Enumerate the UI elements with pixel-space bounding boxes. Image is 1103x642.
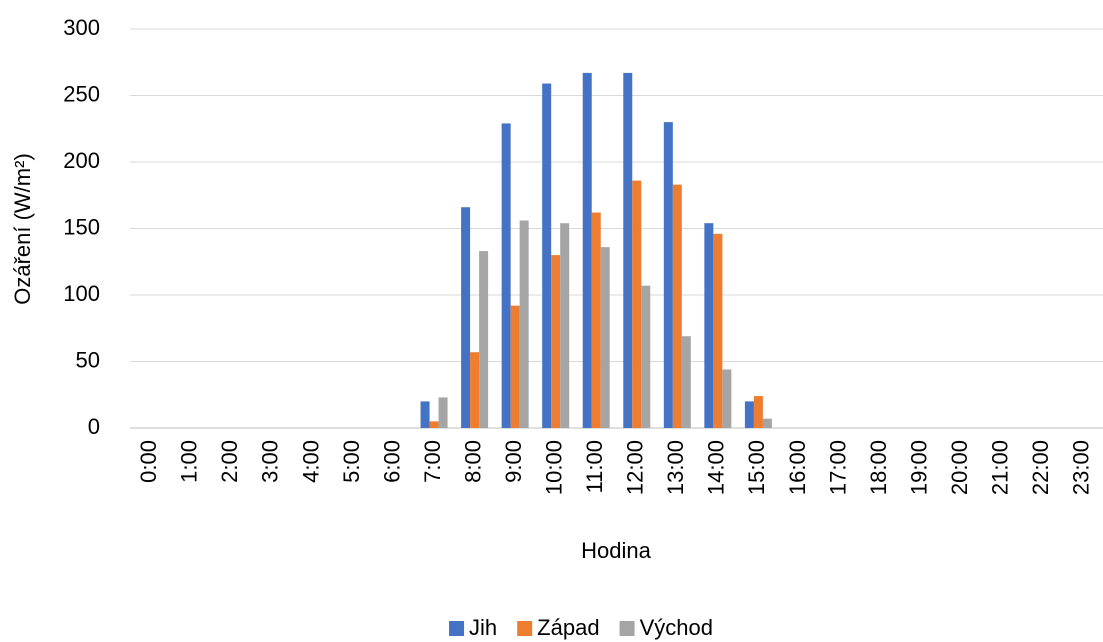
x-axis-label: Hodina bbox=[581, 538, 651, 563]
bar bbox=[672, 184, 682, 428]
x-tick-label: 5:00 bbox=[339, 440, 364, 483]
x-tick-label: 6:00 bbox=[379, 440, 404, 483]
bar bbox=[420, 401, 430, 428]
x-tick-label: 21:00 bbox=[987, 440, 1012, 495]
x-tick-label: 9:00 bbox=[501, 440, 526, 483]
x-tick-label: 10:00 bbox=[542, 440, 567, 495]
x-tick-label: 13:00 bbox=[663, 440, 688, 495]
y-tick-label: 50 bbox=[76, 347, 100, 372]
legend-swatch bbox=[449, 621, 465, 636]
x-tick-label: 7:00 bbox=[420, 440, 445, 483]
y-tick-label: 0 bbox=[88, 414, 100, 439]
bar bbox=[519, 220, 529, 428]
bar bbox=[713, 233, 723, 428]
x-tick-label: 4:00 bbox=[298, 440, 323, 483]
bar bbox=[542, 83, 552, 428]
x-tick-label: 19:00 bbox=[906, 440, 931, 495]
bar bbox=[470, 352, 480, 428]
y-axis-label: Ozáření (W/m²) bbox=[10, 153, 35, 305]
y-tick-label: 150 bbox=[63, 214, 100, 239]
x-tick-label: 15:00 bbox=[744, 440, 769, 495]
bar bbox=[722, 369, 732, 428]
x-tick-label: 17:00 bbox=[825, 440, 850, 495]
x-tick-label: 0:00 bbox=[136, 440, 161, 483]
x-tick-label: 18:00 bbox=[866, 440, 891, 495]
x-tick-label: 3:00 bbox=[258, 440, 283, 483]
bar bbox=[429, 421, 439, 428]
x-tick-label: 14:00 bbox=[704, 440, 729, 495]
x-tick-label: 8:00 bbox=[460, 440, 485, 483]
legend-label: Východ bbox=[640, 615, 713, 640]
bar bbox=[663, 122, 673, 428]
x-tick-label: 22:00 bbox=[1028, 440, 1053, 495]
bar bbox=[681, 336, 691, 428]
bar bbox=[582, 72, 592, 428]
bar bbox=[600, 247, 610, 428]
bar bbox=[510, 305, 520, 428]
legend-swatch bbox=[619, 621, 635, 636]
legend-label: Západ bbox=[537, 615, 599, 640]
bar bbox=[641, 285, 651, 428]
x-tick-label: 2:00 bbox=[217, 440, 242, 483]
bar bbox=[762, 418, 772, 428]
x-tick-label: 16:00 bbox=[785, 440, 810, 495]
bar bbox=[623, 72, 633, 428]
legend-swatch bbox=[517, 621, 533, 636]
x-tick-label: 11:00 bbox=[582, 440, 607, 493]
x-tick-label: 20:00 bbox=[947, 440, 972, 495]
bar bbox=[438, 397, 448, 428]
bar bbox=[560, 223, 570, 428]
legend-label: Jih bbox=[469, 615, 497, 640]
y-tick-label: 100 bbox=[63, 281, 100, 306]
bar bbox=[551, 255, 561, 428]
bar bbox=[461, 207, 471, 428]
bar bbox=[632, 180, 642, 428]
bar bbox=[753, 396, 763, 428]
x-tick-label: 12:00 bbox=[623, 440, 648, 495]
bar bbox=[591, 212, 601, 428]
bar bbox=[704, 223, 714, 428]
x-tick-label: 23:00 bbox=[1069, 440, 1094, 495]
y-tick-label: 250 bbox=[63, 81, 100, 106]
y-tick-label: 300 bbox=[63, 15, 100, 40]
bar bbox=[479, 251, 489, 428]
bar bbox=[501, 123, 511, 429]
y-tick-label: 200 bbox=[63, 148, 100, 173]
x-tick-label: 1:00 bbox=[177, 440, 202, 483]
bar bbox=[744, 401, 754, 428]
